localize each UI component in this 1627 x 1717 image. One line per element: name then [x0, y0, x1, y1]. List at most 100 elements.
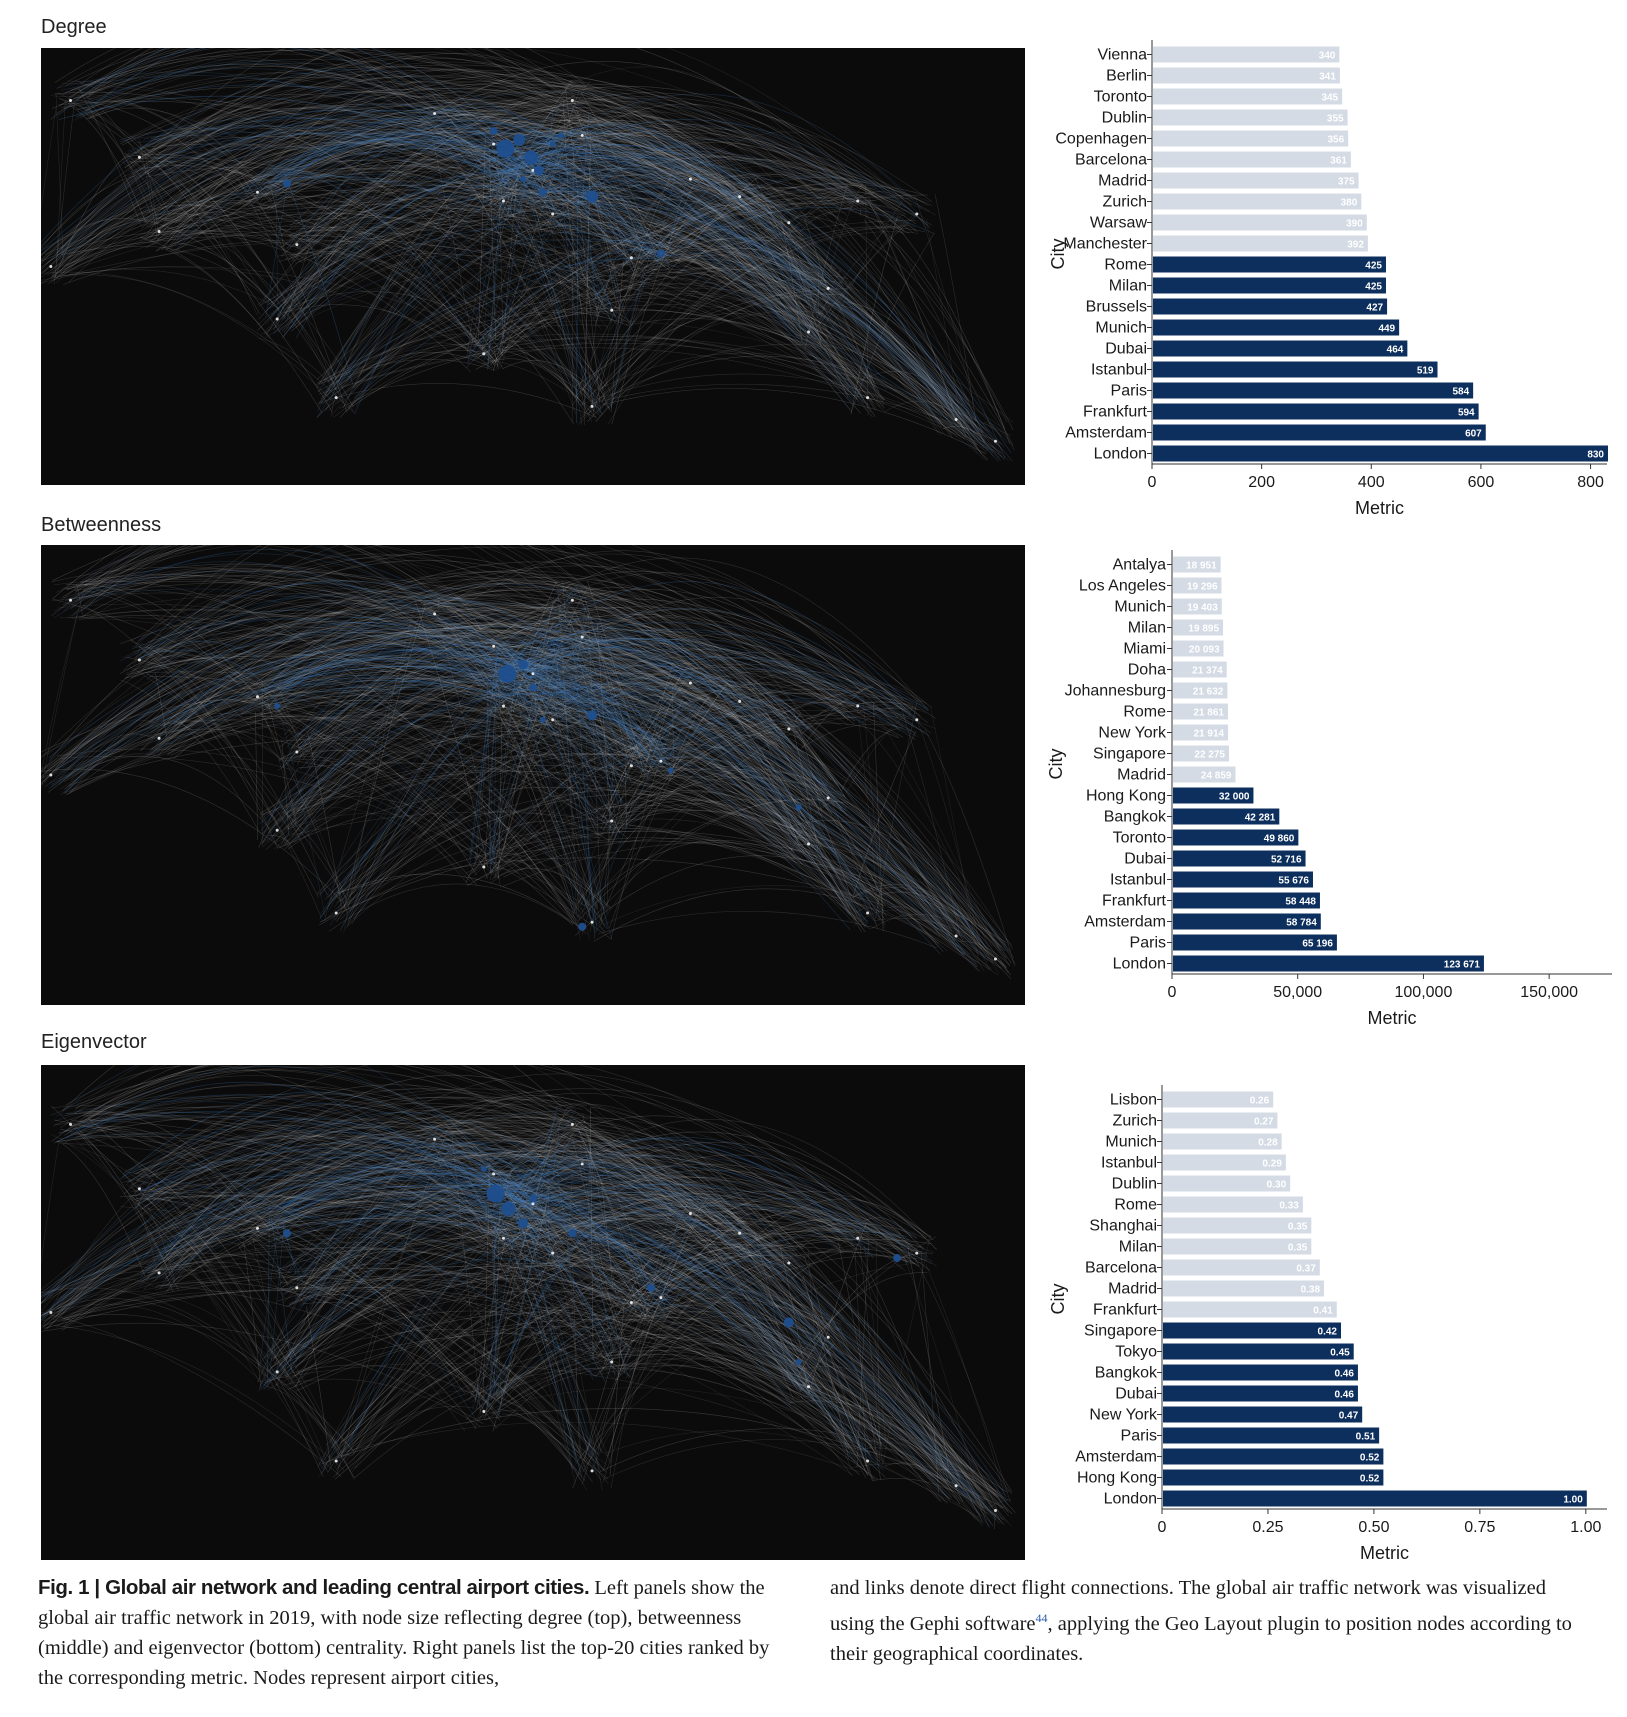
eigenvector-category-label: Munich: [1105, 1134, 1157, 1151]
betweenness-network-map: [41, 545, 1025, 1005]
betweenness-category-label: Doha: [1128, 662, 1166, 679]
betweenness-category-label: Munich: [1114, 599, 1166, 616]
degree-category-label: Berlin: [1106, 68, 1147, 85]
eigenvector-category-label: Rome: [1114, 1197, 1157, 1214]
degree-value-label: 380: [1341, 198, 1358, 209]
airport-node: [826, 286, 830, 290]
airport-node: [807, 842, 811, 846]
betweenness-bar: [1173, 850, 1306, 867]
airport-node: [482, 1410, 486, 1413]
eigenvector-bar: [1163, 1322, 1341, 1339]
eigenvector-bar: [1163, 1301, 1337, 1318]
degree-bar: [1153, 256, 1386, 273]
eigenvector-category-label: Barcelona: [1085, 1260, 1157, 1277]
airport-node: [590, 1469, 594, 1473]
betweenness-value-label: 22 275: [1194, 750, 1225, 761]
betweenness-value-label: 32 000: [1219, 792, 1250, 803]
eigenvector-category-label: Tokyo: [1115, 1344, 1157, 1361]
airport-node: [501, 199, 505, 203]
airport-node: [866, 396, 870, 400]
airport-node-highlight: [656, 249, 665, 258]
airport-node: [492, 644, 496, 648]
airport-node: [334, 396, 338, 400]
degree-category-label: Frankfurt: [1083, 404, 1148, 421]
degree-value-label: 341: [1319, 72, 1336, 83]
degree-value-label: 607: [1465, 429, 1482, 440]
airport-node: [501, 704, 505, 708]
airport-node: [531, 168, 535, 172]
betweenness-bar: [1173, 640, 1224, 657]
eigenvector-bar: [1163, 1217, 1312, 1234]
betweenness-value-label: 52 716: [1271, 855, 1302, 866]
eigenvector-bar: [1163, 1196, 1303, 1213]
betweenness-value-label: 58 448: [1285, 897, 1316, 908]
airport-node: [738, 195, 742, 199]
betweenness-x-tick-label: 100,000: [1395, 984, 1453, 1001]
airport-node-highlight: [795, 1359, 802, 1365]
eigenvector-x-tick-label: 0.50: [1358, 1519, 1389, 1536]
airport-node-highlight: [549, 141, 556, 148]
betweenness-bar: [1173, 808, 1280, 825]
eigenvector-y-axis-title: City: [1048, 1284, 1068, 1315]
betweenness-x-tick-label: 150,000: [1520, 984, 1578, 1001]
airport-node: [570, 98, 574, 102]
betweenness-bar: [1173, 913, 1321, 930]
airport-node: [688, 177, 692, 181]
degree-bar: [1153, 319, 1400, 336]
airport-node-highlight: [795, 804, 802, 811]
airport-node: [255, 190, 259, 194]
degree-value-label: 425: [1365, 282, 1382, 293]
degree-category-label: Manchester: [1063, 236, 1147, 253]
airport-node-highlight: [539, 716, 546, 723]
degree-bar: [1153, 445, 1608, 462]
betweenness-bar: [1173, 787, 1254, 804]
degree-category-label: Zurich: [1103, 194, 1147, 211]
betweenness-value-label: 123 671: [1444, 960, 1481, 971]
airport-node: [255, 695, 259, 699]
eigenvector-category-label: Amsterdam: [1075, 1449, 1157, 1466]
degree-value-label: 584: [1452, 387, 1469, 398]
caption-heading: Global air network and leading central a…: [105, 1576, 590, 1599]
eigenvector-x-tick-label: 0: [1158, 1519, 1167, 1536]
degree-bar-chart: Vienna 340 Berlin 341 Toronto 345 Dublin 355 Cop…: [1040, 30, 1620, 518]
betweenness-bar: [1173, 934, 1337, 951]
eigenvector-value-label: 0.41: [1313, 1306, 1333, 1317]
degree-value-label: 356: [1327, 135, 1344, 146]
airport-node: [659, 759, 663, 763]
eigenvector-bar: [1163, 1343, 1354, 1360]
degree-value-label: 449: [1378, 324, 1395, 335]
degree-category-label: Brussels: [1086, 299, 1147, 316]
airport-node-highlight: [489, 127, 498, 136]
betweenness-bar: [1173, 871, 1313, 888]
degree-panel-title: Degree: [41, 16, 107, 38]
caption-reference: 44: [1035, 1611, 1048, 1625]
degree-value-label: 345: [1321, 93, 1338, 104]
degree-bar: [1153, 214, 1367, 231]
degree-bar: [1153, 277, 1386, 294]
airport-node: [433, 112, 437, 116]
airport-node: [807, 1385, 811, 1389]
degree-category-label: Paris: [1111, 383, 1147, 400]
betweenness-category-label: Madrid: [1117, 767, 1166, 784]
betweenness-value-label: 19 403: [1187, 603, 1218, 614]
airport-node: [334, 911, 338, 915]
eigenvector-x-tick-label: 1.00: [1570, 1519, 1601, 1536]
eigenvector-x-tick-label: 0.25: [1252, 1519, 1283, 1536]
betweenness-category-label: Toronto: [1113, 830, 1166, 847]
airport-node-highlight: [498, 664, 517, 683]
degree-category-label: Vienna: [1097, 47, 1147, 64]
eigenvector-category-label: New York: [1089, 1407, 1158, 1424]
eigenvector-value-label: 0.35: [1288, 1222, 1308, 1233]
degree-bar: [1153, 424, 1486, 441]
degree-value-label: 390: [1346, 219, 1363, 230]
degree-x-tick-label: 0: [1148, 474, 1157, 491]
eigenvector-category-label: Istanbul: [1101, 1155, 1157, 1172]
airport-node: [915, 718, 919, 722]
airport-node: [590, 404, 594, 408]
degree-category-label: Dubai: [1105, 341, 1147, 358]
airport-node: [531, 672, 535, 676]
airport-node: [531, 1202, 535, 1206]
betweenness-category-label: Paris: [1130, 935, 1166, 952]
eigenvector-bar: [1163, 1133, 1282, 1150]
eigenvector-x-tick-label: 0.75: [1464, 1519, 1495, 1536]
